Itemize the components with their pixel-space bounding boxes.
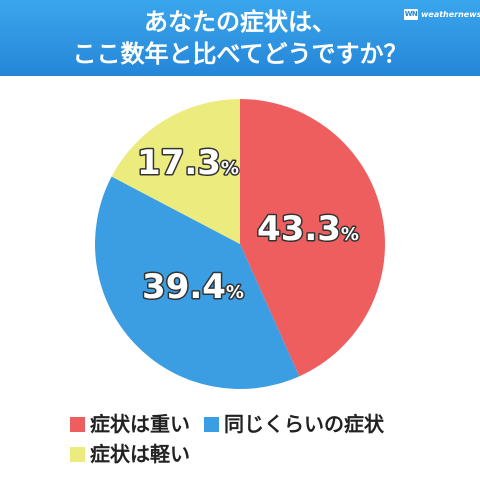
legend-item-light: 症状は軽い (70, 440, 190, 468)
logo-mark-icon: WN (404, 9, 418, 20)
pie-slice-heavy (240, 99, 385, 377)
pie-chart: 43.3% 39.4% 17.3% (95, 98, 385, 389)
legend-swatch-heavy (70, 416, 85, 432)
legend-label-light: 症状は軽い (90, 442, 190, 466)
legend-label-same: 同じくらいの症状 (224, 412, 384, 436)
slice-label-light: 17.3% (137, 143, 239, 183)
chart-title: あなたの症状は、 ここ数年と比べてどうですか？ (0, 6, 480, 70)
legend-swatch-light (70, 446, 85, 462)
pie-slice-light (111, 98, 241, 244)
logo-text: weathernews (421, 10, 480, 19)
slice-label-same: 39.4% (142, 267, 244, 307)
weathernews-logo: WN weathernews (404, 9, 480, 20)
title-line-1: あなたの症状は、 (144, 8, 336, 36)
legend-item-same: 同じくらいの症状 (204, 410, 384, 438)
pie-slice-same (95, 176, 300, 389)
legend: 症状は重い 同じくらいの症状 症状は軽い (70, 409, 470, 469)
slice-label-heavy: 43.3% (257, 209, 359, 249)
header-banner: あなたの症状は、 ここ数年と比べてどうですか？ WN weathernews (0, 0, 480, 76)
legend-item-heavy: 症状は重い (70, 410, 190, 438)
legend-label-heavy: 症状は重い (90, 412, 190, 436)
title-line-2: ここ数年と比べてどうですか？ (72, 40, 408, 68)
legend-swatch-same (204, 416, 219, 432)
